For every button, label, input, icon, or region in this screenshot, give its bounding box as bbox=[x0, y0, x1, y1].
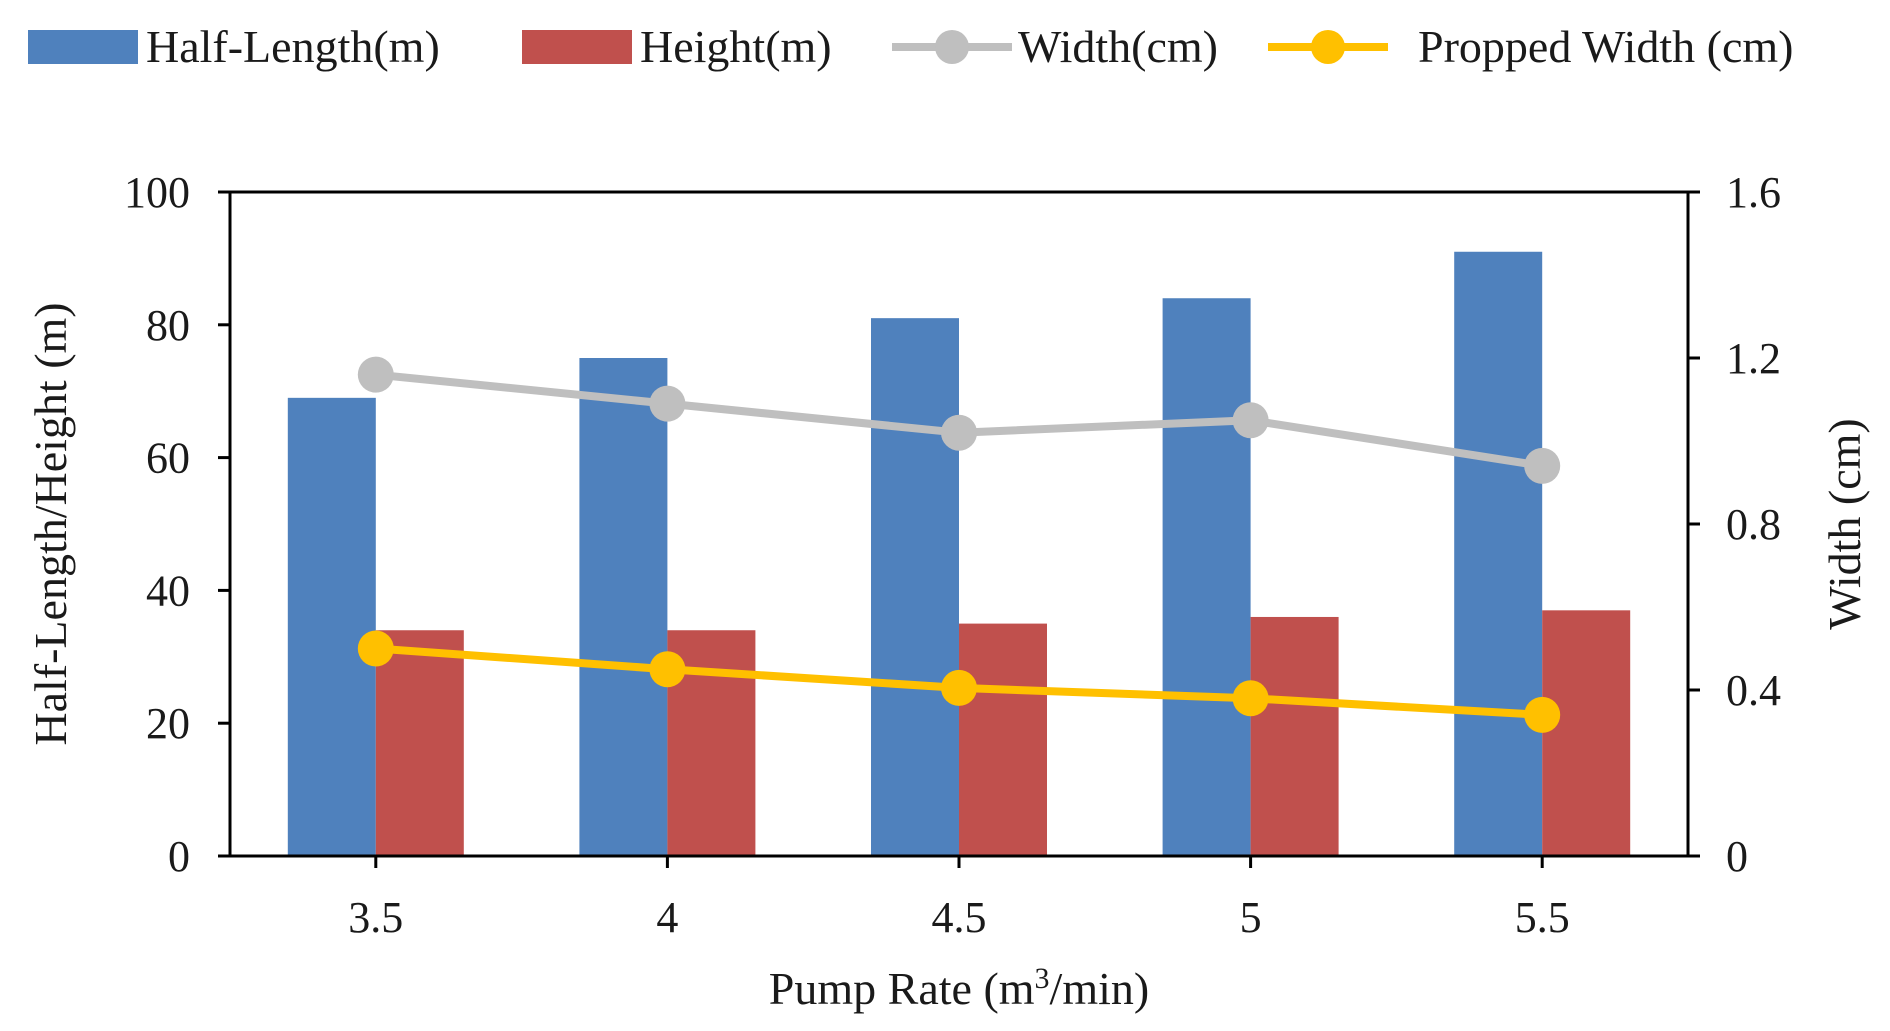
point-propped-width-cm-3 bbox=[1232, 680, 1269, 717]
lines-layer bbox=[357, 356, 1561, 733]
y2-tick-label-3: 1.2 bbox=[1726, 334, 1781, 383]
x-tick-label-0: 3.5 bbox=[348, 893, 403, 942]
legend-item-width[interactable]: Width(cm) bbox=[892, 21, 1218, 72]
legend-label-width: Width(cm) bbox=[1018, 21, 1218, 72]
x-tick-label-1: 4 bbox=[656, 893, 678, 942]
legend-label-height: Height(m) bbox=[640, 21, 832, 72]
bar-half-length-m-0 bbox=[287, 397, 376, 856]
point-propped-width-cm-1 bbox=[649, 651, 686, 688]
y-tick-label-3: 60 bbox=[146, 434, 190, 483]
bar-half-length-m-4 bbox=[1454, 251, 1543, 856]
y-tick-label-1: 20 bbox=[146, 699, 190, 748]
legend-marker-propped-width bbox=[1311, 30, 1345, 64]
bar-half-length-m-3 bbox=[1162, 298, 1251, 856]
y-tick-label-5: 100 bbox=[124, 168, 190, 217]
y2-tick-label-0: 0 bbox=[1726, 832, 1748, 881]
y-axis-title: Half-Length/Height (m) bbox=[25, 302, 76, 745]
point-propped-width-cm-2 bbox=[941, 669, 977, 706]
y2-axis-title: Width (cm) bbox=[1819, 418, 1870, 629]
bar-height-m-2 bbox=[959, 623, 1047, 856]
point-propped-width-cm-0 bbox=[357, 630, 394, 667]
y2-tick-label-1: 0.4 bbox=[1726, 666, 1781, 715]
y-tick-label-2: 40 bbox=[146, 566, 190, 615]
bar-half-length-m-1 bbox=[579, 358, 668, 856]
point-width-cm-0 bbox=[357, 356, 394, 393]
y-tick-label-0: 0 bbox=[168, 832, 190, 881]
bars-layer bbox=[287, 251, 1631, 856]
x-axis-title-superscript: 3 bbox=[1035, 962, 1050, 995]
legend-swatch-half-length bbox=[28, 30, 138, 64]
bar-height-m-0 bbox=[375, 630, 464, 856]
point-width-cm-4 bbox=[1524, 447, 1561, 484]
x-axis-title: Pump Rate (m3/min) bbox=[769, 962, 1149, 1014]
legend-item-height[interactable]: Height(m) bbox=[522, 21, 832, 72]
legend-item-half-length[interactable]: Half-Length(m) bbox=[28, 21, 440, 72]
legend-item-propped-width[interactable]: Propped Width (cm) bbox=[1268, 21, 1793, 72]
point-width-cm-3 bbox=[1232, 402, 1269, 439]
y2-tick-label-2: 0.8 bbox=[1726, 500, 1781, 549]
point-width-cm-1 bbox=[649, 385, 686, 422]
x-tick-label-3: 5 bbox=[1240, 893, 1262, 942]
ticks-layer: 0 20 40 60 80 100 0 0.4 0.8 1.2 1.6 3.5 4 4.5 5 5.5 bbox=[124, 168, 1781, 942]
legend-label-propped-width: Propped Width (cm) bbox=[1418, 21, 1793, 72]
y2-tick-label-4: 1.6 bbox=[1726, 168, 1781, 217]
y-tick-label-4: 80 bbox=[146, 301, 190, 350]
x-tick-label-4: 5.5 bbox=[1515, 893, 1570, 942]
point-propped-width-cm-4 bbox=[1524, 696, 1561, 733]
point-width-cm-2 bbox=[941, 414, 977, 451]
legend-marker-width bbox=[935, 30, 969, 64]
x-tick-label-2: 4.5 bbox=[932, 893, 987, 942]
legend-swatch-height bbox=[522, 30, 632, 64]
bar-height-m-3 bbox=[1250, 616, 1339, 856]
legend: Half-Length(m) Height(m) Width(cm) Propp… bbox=[28, 21, 1793, 72]
bar-half-length-m-2 bbox=[871, 318, 959, 856]
bar-height-m-4 bbox=[1542, 610, 1631, 856]
legend-label-half-length: Half-Length(m) bbox=[146, 21, 440, 72]
